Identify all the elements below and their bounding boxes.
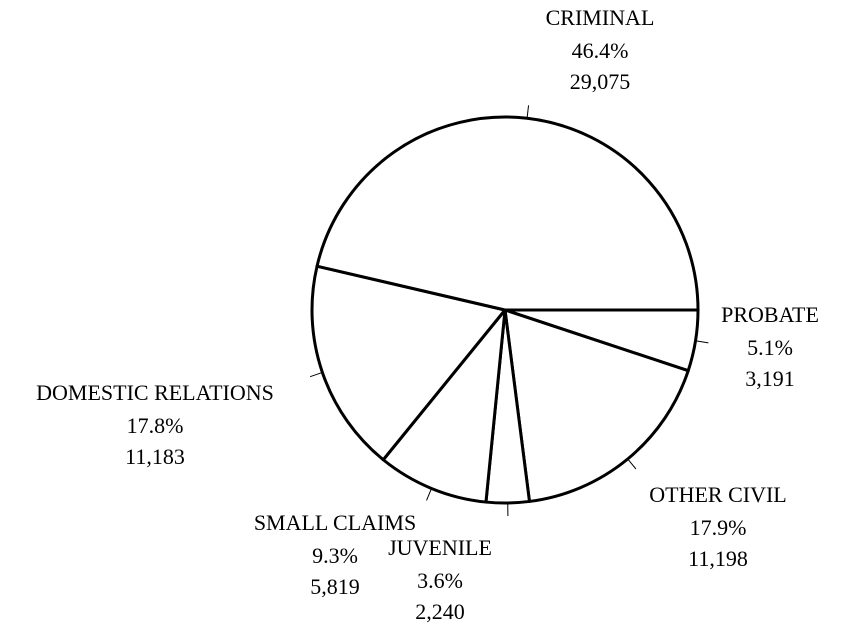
leader-line — [627, 458, 637, 470]
leader-line — [695, 340, 709, 344]
slice-percent: 5.1% — [747, 335, 793, 360]
slice-percent: 17.9% — [690, 515, 747, 540]
leader-line — [426, 488, 432, 501]
slice-label: SMALL CLAIMS — [254, 510, 416, 535]
slice-label: DOMESTIC RELATIONS — [36, 380, 274, 405]
slice-label: CRIMINAL — [546, 5, 655, 30]
slice-count: 11,183 — [125, 444, 185, 469]
slice-label: OTHER CIVIL — [649, 482, 786, 507]
leader-line — [309, 371, 323, 378]
pie-slice — [315, 115, 700, 312]
slice-percent: 17.8% — [127, 413, 184, 438]
slice-percent: 9.3% — [312, 543, 358, 568]
slice-count: 29,075 — [570, 69, 631, 94]
slice-count: 5,819 — [310, 574, 360, 599]
slice-label: PROBATE — [721, 302, 819, 327]
pie-slice — [503, 308, 690, 503]
pie-slice — [310, 264, 507, 462]
slice-label: JUVENILE — [388, 535, 492, 560]
slice-percent: 3.6% — [417, 568, 463, 593]
slice-count: 2,240 — [415, 599, 465, 624]
slice-count: 3,191 — [745, 366, 795, 391]
slice-count: 11,198 — [688, 546, 748, 571]
leader-line — [526, 105, 530, 119]
slice-percent: 46.4% — [572, 38, 629, 63]
